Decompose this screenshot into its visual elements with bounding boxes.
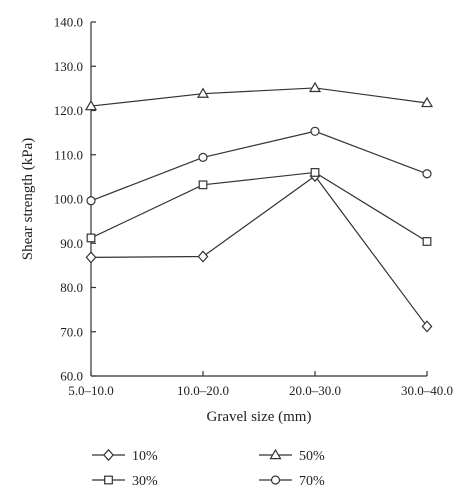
legend-marker-10pct xyxy=(103,448,114,462)
data-point-30pct xyxy=(198,180,208,190)
x-tick-label: 20.0–30.0 xyxy=(289,383,341,398)
data-point-50pct xyxy=(196,87,210,98)
x-tick-label: 5.0–10.0 xyxy=(68,383,114,398)
x-axis-label: Gravel size (mm) xyxy=(207,409,312,425)
y-tick-label: 100.0 xyxy=(54,192,83,207)
y-tick-label: 110.0 xyxy=(54,147,83,162)
y-axis-label: Shear strength (kPa) xyxy=(20,138,36,260)
series-line-10pct xyxy=(90,175,428,327)
legend-marker-70pct xyxy=(270,475,281,485)
legend-label: 10% xyxy=(132,449,158,464)
data-point-30pct xyxy=(310,168,320,177)
x-tick-label: 10.0–20.0 xyxy=(177,383,229,398)
legend-marker-50pct xyxy=(269,448,282,460)
legend-item-30pct: 30% xyxy=(92,474,158,489)
series-line-70pct xyxy=(90,130,428,202)
data-point-10pct xyxy=(197,250,209,263)
legend-label: 50% xyxy=(299,449,325,464)
data-point-10pct xyxy=(85,251,97,264)
y-tick-label: 60.0 xyxy=(60,369,83,384)
legend-label: 70% xyxy=(299,474,325,489)
y-axis-ticks: 60.0 70.0 80.0 90.0 100.0 110.0 120.0 130.0 140.… xyxy=(54,15,96,384)
series-layer xyxy=(84,81,434,333)
data-point-10pct xyxy=(421,320,433,333)
series-70pct xyxy=(86,126,432,206)
y-tick-label: 70.0 xyxy=(60,324,83,339)
series-line-30pct xyxy=(90,171,428,242)
series-30pct xyxy=(86,168,432,246)
series-50pct xyxy=(84,81,434,111)
legend-label: 30% xyxy=(132,474,158,489)
data-point-30pct xyxy=(86,233,96,243)
data-point-50pct xyxy=(420,96,434,108)
legend-item-10pct: 10% xyxy=(92,448,158,464)
data-point-30pct xyxy=(422,237,432,246)
data-point-70pct xyxy=(86,196,96,206)
data-point-50pct xyxy=(84,99,98,111)
x-axis-ticks: 5.0–10.0 10.0–20.0 20.0–30.0 30.0–40.0 xyxy=(68,371,453,398)
legend: 10% 50% 30% 70% xyxy=(92,448,325,489)
data-point-70pct xyxy=(198,152,208,163)
legend-item-50pct: 50% xyxy=(259,448,325,464)
y-tick-label: 120.0 xyxy=(54,103,83,118)
data-point-70pct xyxy=(422,169,432,179)
data-point-50pct xyxy=(308,81,322,93)
legend-marker-30pct xyxy=(104,475,113,485)
series-line-50pct xyxy=(90,87,428,107)
series-10pct xyxy=(85,169,433,333)
legend-item-70pct: 70% xyxy=(259,474,325,489)
y-tick-label: 90.0 xyxy=(60,236,83,251)
x-tick-label: 30.0–40.0 xyxy=(401,383,453,398)
y-tick-label: 80.0 xyxy=(60,280,83,295)
data-point-70pct xyxy=(310,126,320,136)
y-tick-label: 130.0 xyxy=(54,59,83,74)
y-tick-label: 140.0 xyxy=(54,15,83,30)
